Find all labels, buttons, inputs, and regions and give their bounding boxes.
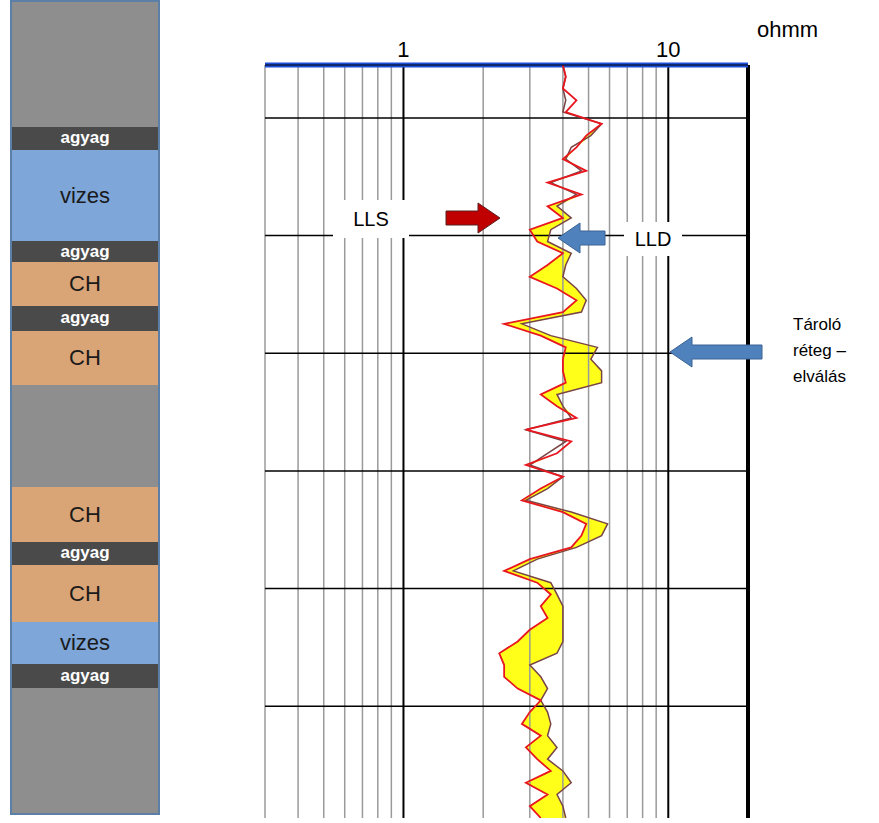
html-text:Tároló réteg – elválás: Tároló réteg – elválás <box>793 315 846 386</box>
svg-text:10: 10 <box>656 37 680 62</box>
html-text:agyag: agyag <box>60 666 110 686</box>
html-text:CH: CH <box>69 501 101 527</box>
html-text:CH: CH <box>69 271 101 297</box>
html-text:LLD: LLD <box>634 227 672 250</box>
html-text:agyag: agyag <box>60 128 110 148</box>
html-text:agyag: agyag <box>60 543 110 563</box>
html-text:LLS: LLS <box>353 207 389 230</box>
html-text:vizes: vizes <box>59 630 111 656</box>
html-text:agyag: agyag <box>60 308 110 328</box>
html-text:CH: CH <box>69 580 101 606</box>
html-text:CH: CH <box>69 344 101 370</box>
html-text:vizes: vizes <box>59 182 111 208</box>
html-text:ohmm: ohmm <box>757 17 819 42</box>
svg-text:1: 1 <box>397 37 409 62</box>
html-text:agyag: agyag <box>60 241 110 261</box>
